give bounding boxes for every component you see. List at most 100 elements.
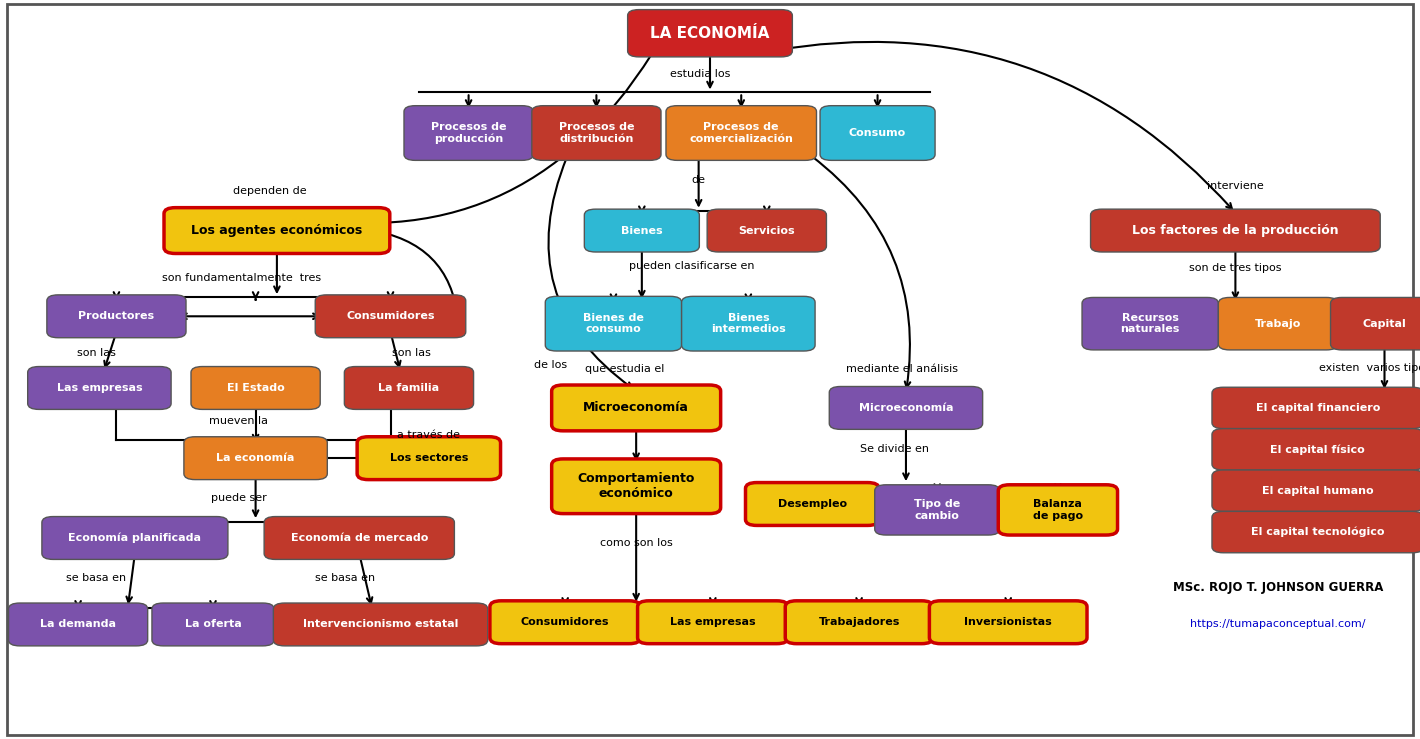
Text: dependen de: dependen de bbox=[233, 185, 307, 196]
FancyBboxPatch shape bbox=[929, 601, 1088, 644]
FancyBboxPatch shape bbox=[152, 603, 274, 646]
FancyBboxPatch shape bbox=[490, 601, 640, 644]
FancyBboxPatch shape bbox=[875, 485, 1000, 535]
FancyBboxPatch shape bbox=[552, 385, 721, 431]
FancyBboxPatch shape bbox=[821, 106, 934, 160]
FancyBboxPatch shape bbox=[552, 459, 721, 514]
Text: Bienes: Bienes bbox=[621, 225, 663, 236]
Text: Productores: Productores bbox=[78, 311, 155, 321]
FancyBboxPatch shape bbox=[344, 367, 474, 409]
Text: Trabajo: Trabajo bbox=[1255, 319, 1301, 329]
Text: La oferta: La oferta bbox=[185, 619, 241, 630]
Text: Capital: Capital bbox=[1363, 319, 1406, 329]
Text: Consumo: Consumo bbox=[849, 128, 906, 138]
Text: Microeconomía: Microeconomía bbox=[859, 403, 953, 413]
FancyBboxPatch shape bbox=[183, 437, 327, 480]
FancyBboxPatch shape bbox=[28, 367, 172, 409]
FancyBboxPatch shape bbox=[585, 209, 700, 252]
Text: se basa en: se basa en bbox=[315, 573, 375, 583]
Text: Servicios: Servicios bbox=[738, 225, 795, 236]
FancyBboxPatch shape bbox=[1213, 511, 1420, 553]
FancyBboxPatch shape bbox=[358, 437, 501, 480]
Text: a través de: a través de bbox=[398, 429, 460, 440]
FancyBboxPatch shape bbox=[1213, 429, 1420, 470]
Text: El capital humano: El capital humano bbox=[1262, 486, 1373, 496]
Text: mediante el análisis: mediante el análisis bbox=[846, 364, 957, 375]
Text: son las: son las bbox=[392, 347, 432, 358]
FancyBboxPatch shape bbox=[682, 296, 815, 351]
Text: Economía de mercado: Economía de mercado bbox=[291, 533, 427, 543]
Text: Inversionistas: Inversionistas bbox=[964, 617, 1052, 627]
Text: Economía planificada: Economía planificada bbox=[68, 533, 202, 543]
FancyBboxPatch shape bbox=[829, 386, 983, 429]
Text: Tipo de
cambio: Tipo de cambio bbox=[914, 499, 960, 521]
Text: Los factores de la producción: Los factores de la producción bbox=[1132, 224, 1339, 237]
FancyBboxPatch shape bbox=[666, 106, 816, 160]
FancyBboxPatch shape bbox=[1213, 387, 1420, 429]
FancyBboxPatch shape bbox=[1218, 297, 1338, 350]
Text: puede ser: puede ser bbox=[210, 493, 267, 503]
FancyBboxPatch shape bbox=[998, 485, 1118, 535]
FancyBboxPatch shape bbox=[43, 517, 227, 559]
Text: de los: de los bbox=[534, 360, 568, 370]
Text: La economía: La economía bbox=[216, 453, 295, 463]
FancyBboxPatch shape bbox=[47, 295, 186, 338]
Text: La demanda: La demanda bbox=[40, 619, 116, 630]
FancyBboxPatch shape bbox=[531, 106, 662, 160]
FancyBboxPatch shape bbox=[264, 517, 454, 559]
Text: mueven la: mueven la bbox=[209, 416, 268, 426]
Text: Recursos
naturales: Recursos naturales bbox=[1120, 313, 1180, 335]
FancyBboxPatch shape bbox=[545, 296, 682, 351]
Text: MSc. ROJO T. JOHNSON GUERRA: MSc. ROJO T. JOHNSON GUERRA bbox=[1173, 581, 1383, 594]
Text: El capital financiero: El capital financiero bbox=[1255, 403, 1380, 413]
FancyBboxPatch shape bbox=[707, 209, 826, 252]
FancyBboxPatch shape bbox=[9, 603, 148, 646]
Text: estudia los: estudia los bbox=[670, 69, 730, 79]
FancyBboxPatch shape bbox=[1091, 209, 1380, 252]
FancyBboxPatch shape bbox=[165, 208, 389, 253]
FancyBboxPatch shape bbox=[190, 367, 321, 409]
FancyBboxPatch shape bbox=[785, 601, 933, 644]
Text: Las empresas: Las empresas bbox=[670, 617, 755, 627]
FancyBboxPatch shape bbox=[638, 601, 788, 644]
Text: Se divide en: Se divide en bbox=[861, 444, 929, 454]
Text: Desempleo: Desempleo bbox=[778, 499, 846, 509]
Text: como son los: como son los bbox=[599, 538, 673, 548]
Text: existen  varios tipos: existen varios tipos bbox=[1319, 363, 1420, 373]
Text: de: de bbox=[692, 174, 706, 185]
FancyBboxPatch shape bbox=[746, 483, 879, 525]
Text: Procesos de
comercialización: Procesos de comercialización bbox=[689, 122, 794, 144]
Text: Comportamiento
económico: Comportamiento económico bbox=[578, 472, 694, 500]
Text: se basa en: se basa en bbox=[67, 573, 126, 583]
Text: Procesos de
distribución: Procesos de distribución bbox=[558, 122, 635, 144]
Text: El Estado: El Estado bbox=[227, 383, 284, 393]
FancyBboxPatch shape bbox=[1331, 297, 1420, 350]
Text: interviene: interviene bbox=[1207, 181, 1264, 191]
Text: Los agentes económicos: Los agentes económicos bbox=[192, 224, 362, 237]
Text: que estudia el: que estudia el bbox=[585, 364, 665, 375]
Text: Trabajadores: Trabajadores bbox=[818, 617, 900, 627]
FancyBboxPatch shape bbox=[628, 10, 792, 57]
FancyBboxPatch shape bbox=[1082, 297, 1218, 350]
Text: Las empresas: Las empresas bbox=[57, 383, 142, 393]
Text: El capital físico: El capital físico bbox=[1271, 444, 1365, 454]
Text: Bienes de
consumo: Bienes de consumo bbox=[584, 313, 643, 335]
Text: Consumidores: Consumidores bbox=[346, 311, 435, 321]
Text: https://tumapaconceptual.com/: https://tumapaconceptual.com/ bbox=[1190, 619, 1366, 629]
Text: son fundamentalmente  tres: son fundamentalmente tres bbox=[162, 273, 321, 283]
Text: Intervencionismo estatal: Intervencionismo estatal bbox=[302, 619, 459, 630]
Text: pueden clasificarse en: pueden clasificarse en bbox=[629, 261, 754, 271]
Text: Procesos de
producción: Procesos de producción bbox=[430, 122, 507, 144]
Text: LA ECONOMÍA: LA ECONOMÍA bbox=[650, 26, 770, 41]
Text: Microeconomía: Microeconomía bbox=[584, 401, 689, 415]
Text: Consumidores: Consumidores bbox=[521, 617, 609, 627]
FancyBboxPatch shape bbox=[405, 106, 534, 160]
FancyBboxPatch shape bbox=[315, 295, 466, 338]
FancyBboxPatch shape bbox=[1213, 470, 1420, 511]
Text: La familia: La familia bbox=[378, 383, 440, 393]
Text: Bienes
intermedios: Bienes intermedios bbox=[711, 313, 785, 335]
Text: Los sectores: Los sectores bbox=[389, 453, 469, 463]
Text: El capital tecnológico: El capital tecnológico bbox=[1251, 527, 1384, 537]
Text: son las: son las bbox=[77, 347, 116, 358]
Text: Balanza
de pago: Balanza de pago bbox=[1032, 499, 1083, 521]
